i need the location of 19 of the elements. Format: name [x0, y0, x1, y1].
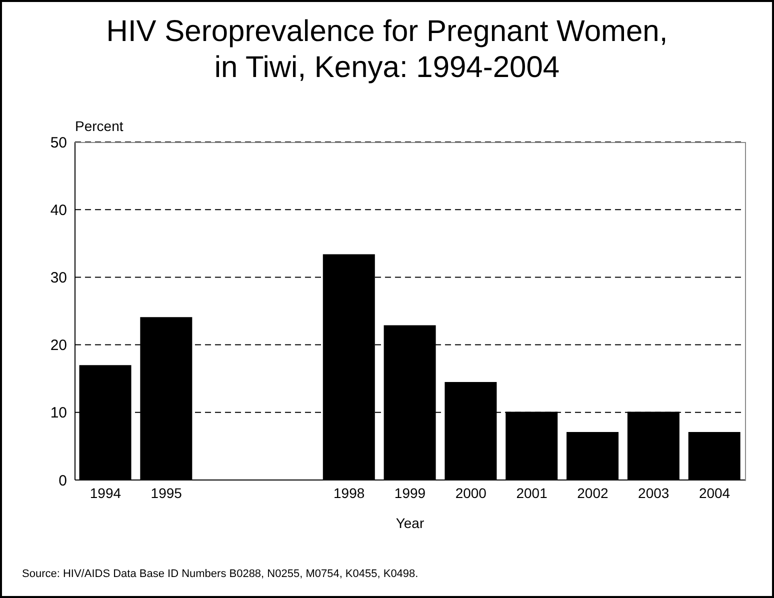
x-tick-label: 2004 — [698, 484, 730, 501]
source-note: Source: HIV/AIDS Data Base ID Numbers B0288, N0255, M0754, K0455, K0498. — [22, 568, 418, 580]
chart-title: HIV Seroprevalence for Pregnant Women, in Tiwi, Kenya: 1994-2004 — [105, 14, 669, 86]
y-tick-label: 20 — [50, 337, 67, 354]
x-tick-label: 1995 — [150, 484, 182, 501]
x-tick-label: 2002 — [577, 484, 609, 501]
x-tick-label: 1994 — [90, 484, 122, 501]
y-tick-label: 40 — [50, 202, 67, 219]
y-tick-label: 50 — [50, 134, 67, 152]
x-tick-label: 1999 — [394, 484, 426, 501]
x-axis-title: Year — [396, 515, 424, 531]
y-tick-label: 30 — [50, 270, 67, 287]
y-tick-label: 10 — [50, 404, 67, 422]
x-tick-label: 2001 — [516, 484, 548, 501]
y-tick-label: 0 — [58, 472, 67, 490]
y-axis-title: Percent — [75, 118, 124, 134]
x-tick-label: 1998 — [334, 484, 365, 501]
x-tick-label: 2003 — [638, 484, 670, 501]
x-tick-label: 2000 — [455, 484, 487, 501]
